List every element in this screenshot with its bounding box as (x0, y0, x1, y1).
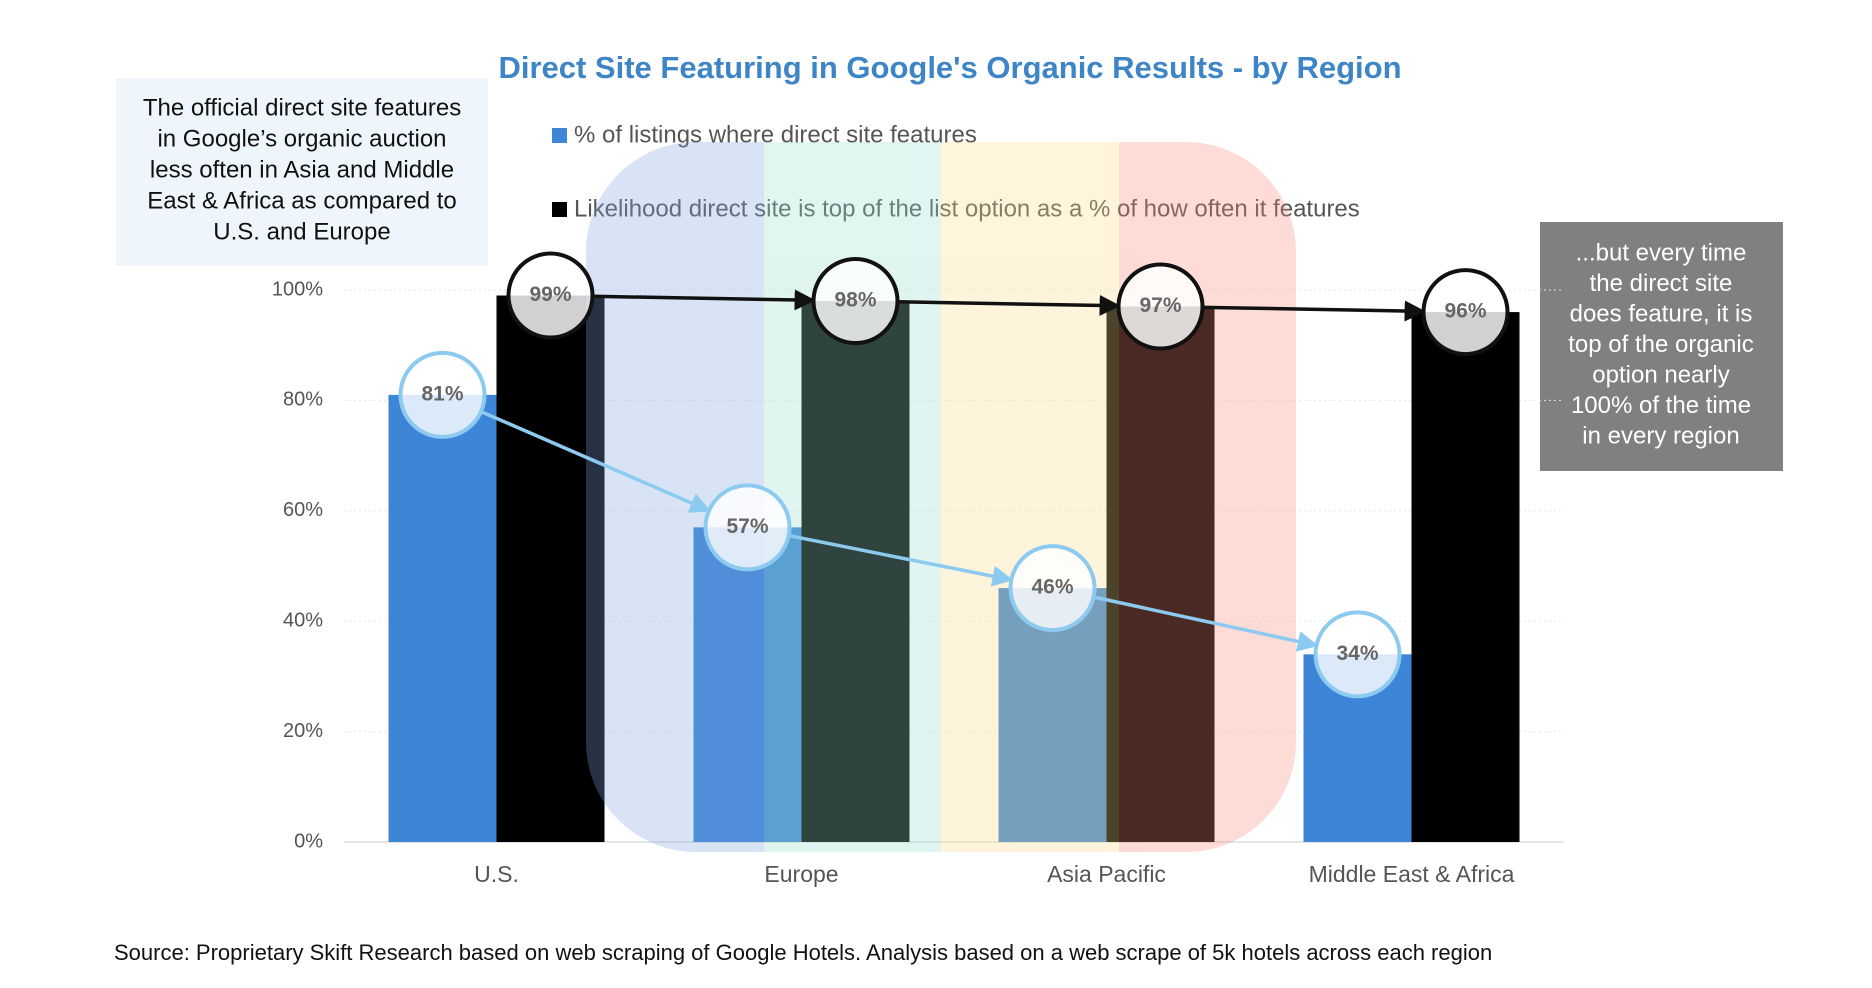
y-tick-label: 80% (283, 389, 323, 411)
note-line: does feature, it is (1570, 300, 1753, 327)
value-circle (811, 257, 900, 346)
y-tick-label: 0% (294, 830, 323, 852)
legend-label: % of listings where direct site features (574, 121, 977, 148)
x-tick-label: Middle East & Africa (1309, 861, 1515, 887)
note-line: East & Africa as compared to (147, 187, 456, 214)
value-label: 81% (421, 382, 463, 405)
right-note-box (1540, 222, 1783, 471)
value-label: 97% (1139, 294, 1181, 317)
trend-arrow (1202, 300, 1426, 322)
x-tick-label: Europe (764, 861, 838, 887)
value-circle (1116, 262, 1205, 351)
note-line: top of the organic (1568, 331, 1753, 358)
note-line: in Google’s organic auction (157, 125, 446, 152)
y-tick-label: 100% (272, 278, 323, 300)
source-note: Source: Proprietary Skift Research based… (114, 940, 1492, 965)
value-circle (1313, 610, 1402, 699)
chart-title: Direct Site Featuring in Google's Organi… (498, 50, 1401, 85)
bar (1411, 312, 1520, 843)
value-label: 98% (834, 289, 876, 312)
trend-arrow (480, 410, 711, 513)
note-line: option nearly (1592, 361, 1729, 388)
note-line: less often in Asia and Middle (150, 156, 454, 183)
bar (1106, 306, 1215, 842)
value-label: 34% (1336, 642, 1378, 665)
x-tick-label: U.S. (474, 861, 519, 887)
bar (801, 301, 910, 842)
trend-arrow (592, 289, 816, 311)
value-label: 99% (529, 283, 571, 306)
legend-label: Likelihood direct site is top of the lis… (574, 195, 1360, 222)
note-line: ...but every time (1576, 239, 1747, 266)
value-circle (398, 350, 487, 439)
trend-arrow (897, 294, 1121, 316)
plot: 0% 20% 40% 60% 80% 100% % of listings where di… (272, 121, 1564, 887)
note-line: The official direct site features (143, 94, 461, 121)
bar (496, 295, 605, 842)
note-line: 100% of the time (1571, 392, 1751, 419)
y-tick-label: 60% (283, 499, 323, 521)
legend-swatch (552, 128, 567, 143)
note-line: in every region (1582, 422, 1739, 449)
trend-arrow (1093, 595, 1319, 652)
value-circle (703, 483, 792, 572)
note-line: U.S. and Europe (213, 218, 390, 245)
trend-arrow (788, 533, 1014, 587)
left-note-box (116, 78, 488, 266)
value-label: 46% (1031, 576, 1073, 599)
y-tick-label: 20% (283, 720, 323, 742)
bar (693, 527, 802, 842)
value-label: 57% (726, 515, 768, 538)
value-circle (1008, 544, 1097, 633)
value-circle (1421, 268, 1510, 357)
bar (388, 394, 497, 842)
watermark (586, 142, 1296, 852)
x-tick-label: Asia Pacific (1047, 861, 1166, 887)
y-tick-label: 40% (283, 609, 323, 631)
note-line: the direct site (1590, 270, 1733, 297)
value-circle (506, 251, 595, 340)
legend-swatch (552, 202, 567, 217)
labels: 81% 57% 46% 34% 99% 98% 97% 96% The official dir… (114, 94, 1754, 964)
value-label: 96% (1444, 300, 1486, 323)
